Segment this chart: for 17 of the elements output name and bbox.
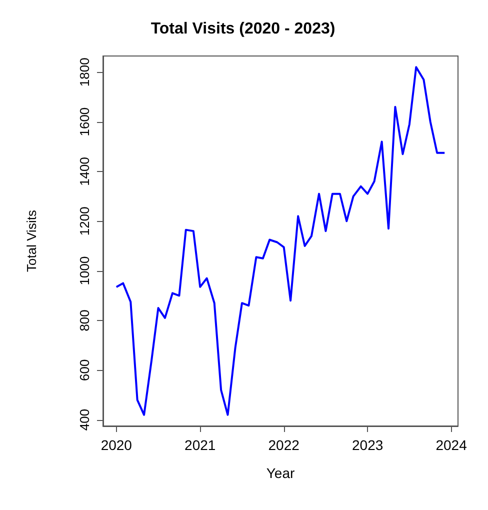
y-tick-label: 1400 — [77, 157, 92, 186]
y-tick-label: 800 — [77, 310, 92, 332]
y-tick-label: 400 — [77, 408, 92, 431]
y-tick-label: 1200 — [77, 206, 92, 236]
x-tick-label: 2023 — [352, 437, 384, 453]
y-tick-label: 1800 — [77, 58, 92, 87]
x-tick-label: 2022 — [268, 437, 300, 453]
x-tick-label: 2020 — [100, 437, 132, 453]
x-tick-label: 2024 — [436, 437, 468, 453]
y-tick-label: 1000 — [77, 256, 92, 286]
y-tick-label: 1600 — [77, 107, 92, 136]
x-axis-title: Year — [266, 465, 295, 481]
chart-title: Total Visits (2020 - 2023) — [150, 20, 336, 38]
y-tick-label: 600 — [77, 359, 92, 381]
y-axis-title: Total Visits — [24, 210, 39, 272]
x-tick-label: 2021 — [184, 437, 216, 453]
line-series — [115, 66, 446, 416]
